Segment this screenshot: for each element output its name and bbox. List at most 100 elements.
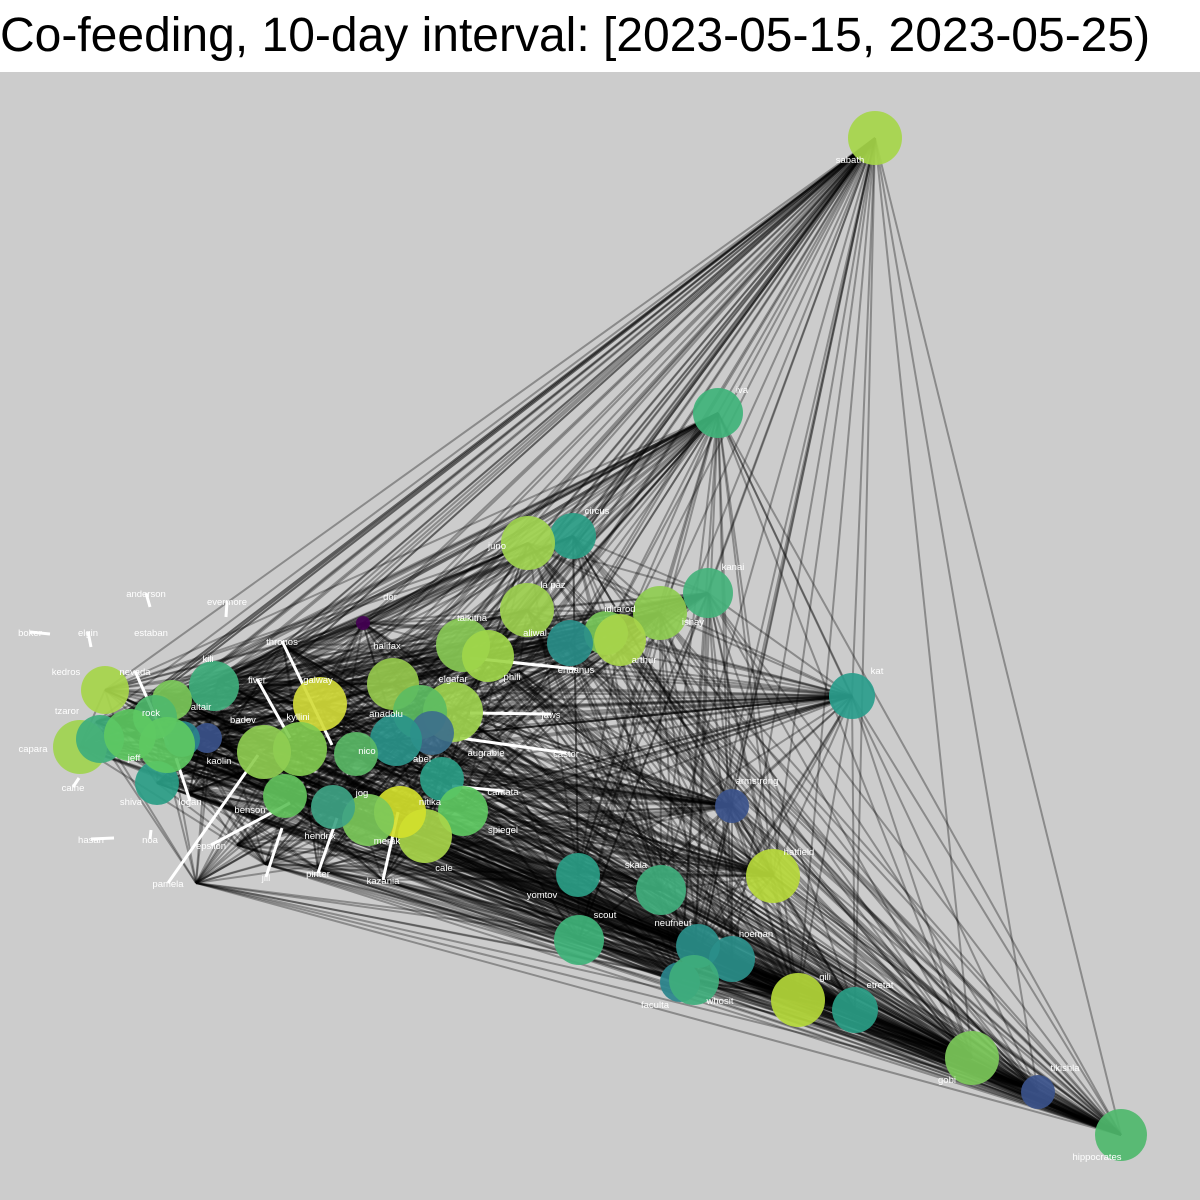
edge-hatfield-caine [99, 738, 774, 877]
edge-anadolu-sabath [419, 137, 876, 713]
edge-benson-kat [284, 695, 853, 797]
edge-phili-sabath [487, 137, 876, 657]
edge-epsilon-etretat [236, 844, 856, 1011]
edge-epsilon-tikishla [236, 844, 1039, 1093]
edge-cantata-iva [441, 412, 719, 780]
edge-sabath-ishay [659, 137, 876, 614]
edge-kazania-sabath [382, 137, 876, 881]
edge-scout-kanai [578, 592, 709, 941]
edge-pamela-hoeman [195, 882, 733, 960]
node-label-gobi: gobi [938, 1075, 956, 1086]
node-label-elgin: elgin [78, 628, 98, 639]
edge-gobi-kanai [707, 592, 973, 1059]
edge-cantata-hatfield [441, 778, 774, 877]
node-spiegel [438, 786, 488, 836]
edge-kanai-etretat [707, 592, 856, 1011]
edge-iditarod-hatfield [605, 632, 774, 877]
edge-neufneuf-pinter [317, 868, 699, 947]
node-label-badov: badov [230, 715, 256, 726]
edge-jill-kazania [264, 863, 384, 881]
network-graph-panel: sabath iva circus juno kanai la paz dor iditaro… [0, 72, 1200, 1200]
edge-phili-hippocrates [487, 655, 1122, 1136]
edge-cale-hippocrates [424, 835, 1122, 1136]
edge-hoeman-sabath [731, 137, 876, 960]
node-label-eridanus: eridanus [558, 665, 595, 676]
edge-circus-armstrong [572, 535, 733, 807]
edge-eridanus-gili [518, 670, 799, 1001]
edge-skala-cale [424, 835, 662, 891]
edge-hoeman-iva [717, 412, 733, 960]
chart-title: Co-feeding, 10-day interval: [2023-05-15… [0, 9, 1151, 62]
edge-abel-armstrong [395, 739, 733, 807]
edge-phili-kat [487, 655, 853, 697]
edge-gobi-sabath [874, 137, 973, 1059]
edge-fiver-kat [257, 684, 853, 697]
edge-thronos-la paz [282, 609, 528, 646]
edge-etretat-arthur [619, 639, 856, 1011]
edge-iva-gobi [717, 412, 973, 1059]
edge-circus-noa [166, 535, 574, 746]
edge-kedros-iva [104, 412, 719, 691]
node-label-jaws: jaws [540, 710, 560, 721]
edge-whosit-la paz [526, 609, 695, 981]
node-label-anderson: anderson [126, 589, 166, 600]
edge-armstrong-sabath [731, 137, 876, 807]
edge-jaws-gobi [452, 711, 973, 1059]
edge-juno-kat [527, 542, 853, 697]
edge-badov-sabath [263, 137, 876, 753]
edge-kedros-juno [104, 542, 529, 691]
edge-gili-gobi [797, 999, 973, 1059]
node-label-kyllini: kyllini [286, 712, 309, 723]
edge-iditarod-sabath [605, 137, 876, 634]
node-label-etretat: etretat [867, 980, 894, 991]
edge-tikishla-ishay [659, 612, 1039, 1093]
node-label-skala: skala [625, 860, 648, 871]
edge-la paz-faculta [526, 609, 681, 983]
edge-shiva-whosit [156, 782, 695, 981]
edge-hatfield-hippocrates [772, 875, 1122, 1136]
edge-eridanus-armstrong [518, 670, 733, 807]
node-label-arthur: arthur [632, 655, 657, 666]
edge-pinter-hippocrates [317, 868, 1122, 1136]
edge-armstrong-kat [731, 695, 853, 807]
edge-circus-sabath [572, 137, 876, 537]
edge-talkitna-kat [462, 644, 853, 697]
edge-yomtov-kat [577, 695, 853, 876]
edge-thronos-aliwal [282, 642, 571, 646]
edge-talkitna-evermore [217, 644, 464, 681]
label-leader-caine [71, 777, 81, 788]
edge-hendrix-neufneuf [317, 824, 699, 947]
edge-nitika-juno [399, 542, 529, 813]
edge-gobi-anadolu [419, 711, 973, 1059]
edge-nevada-kat [139, 695, 853, 705]
edge-iva-altair [181, 412, 719, 740]
edge-iditarod-evermore [217, 632, 607, 681]
edge-rock-kat [154, 695, 853, 718]
node-label-spiegel: spiegel [488, 825, 518, 836]
edge-cale-phili [424, 655, 489, 837]
edge-faculta-iva [679, 412, 719, 983]
edge-anadolu-hippocrates [419, 711, 1122, 1136]
node-label-epsilon: epsilon [196, 841, 226, 852]
edge-kat-sabath [851, 137, 876, 697]
edge-elgafar-hippocrates [452, 711, 1122, 1136]
edge-gobi-armstrong [731, 805, 973, 1059]
edge-faculta-gobi [679, 981, 973, 1059]
edge-eridanus-kat [518, 670, 853, 697]
edge-arthur-jaws [452, 639, 621, 713]
edge-arthur-hippocrates [619, 639, 1122, 1136]
edge-kazania-galway [319, 703, 384, 881]
edge-kazania-faculta [382, 879, 681, 983]
node-label-hatfield: hatfield [784, 847, 815, 858]
label-leader-evermore [224, 600, 229, 618]
node-label-benson: benson [234, 805, 265, 816]
edge-jill-pamela [195, 863, 266, 884]
edge-elgafar-armstrong [452, 711, 733, 807]
edge-circus-benson [284, 535, 574, 797]
edge-shiva-circus [156, 535, 574, 784]
edge-spiegel-gobi [462, 810, 973, 1059]
node-label-kaolin: kaolin [207, 756, 232, 767]
edge-tikishla-capara [79, 746, 1039, 1093]
edge-nico-evermore [217, 679, 357, 755]
edge-anderson-sabath [160, 137, 876, 693]
